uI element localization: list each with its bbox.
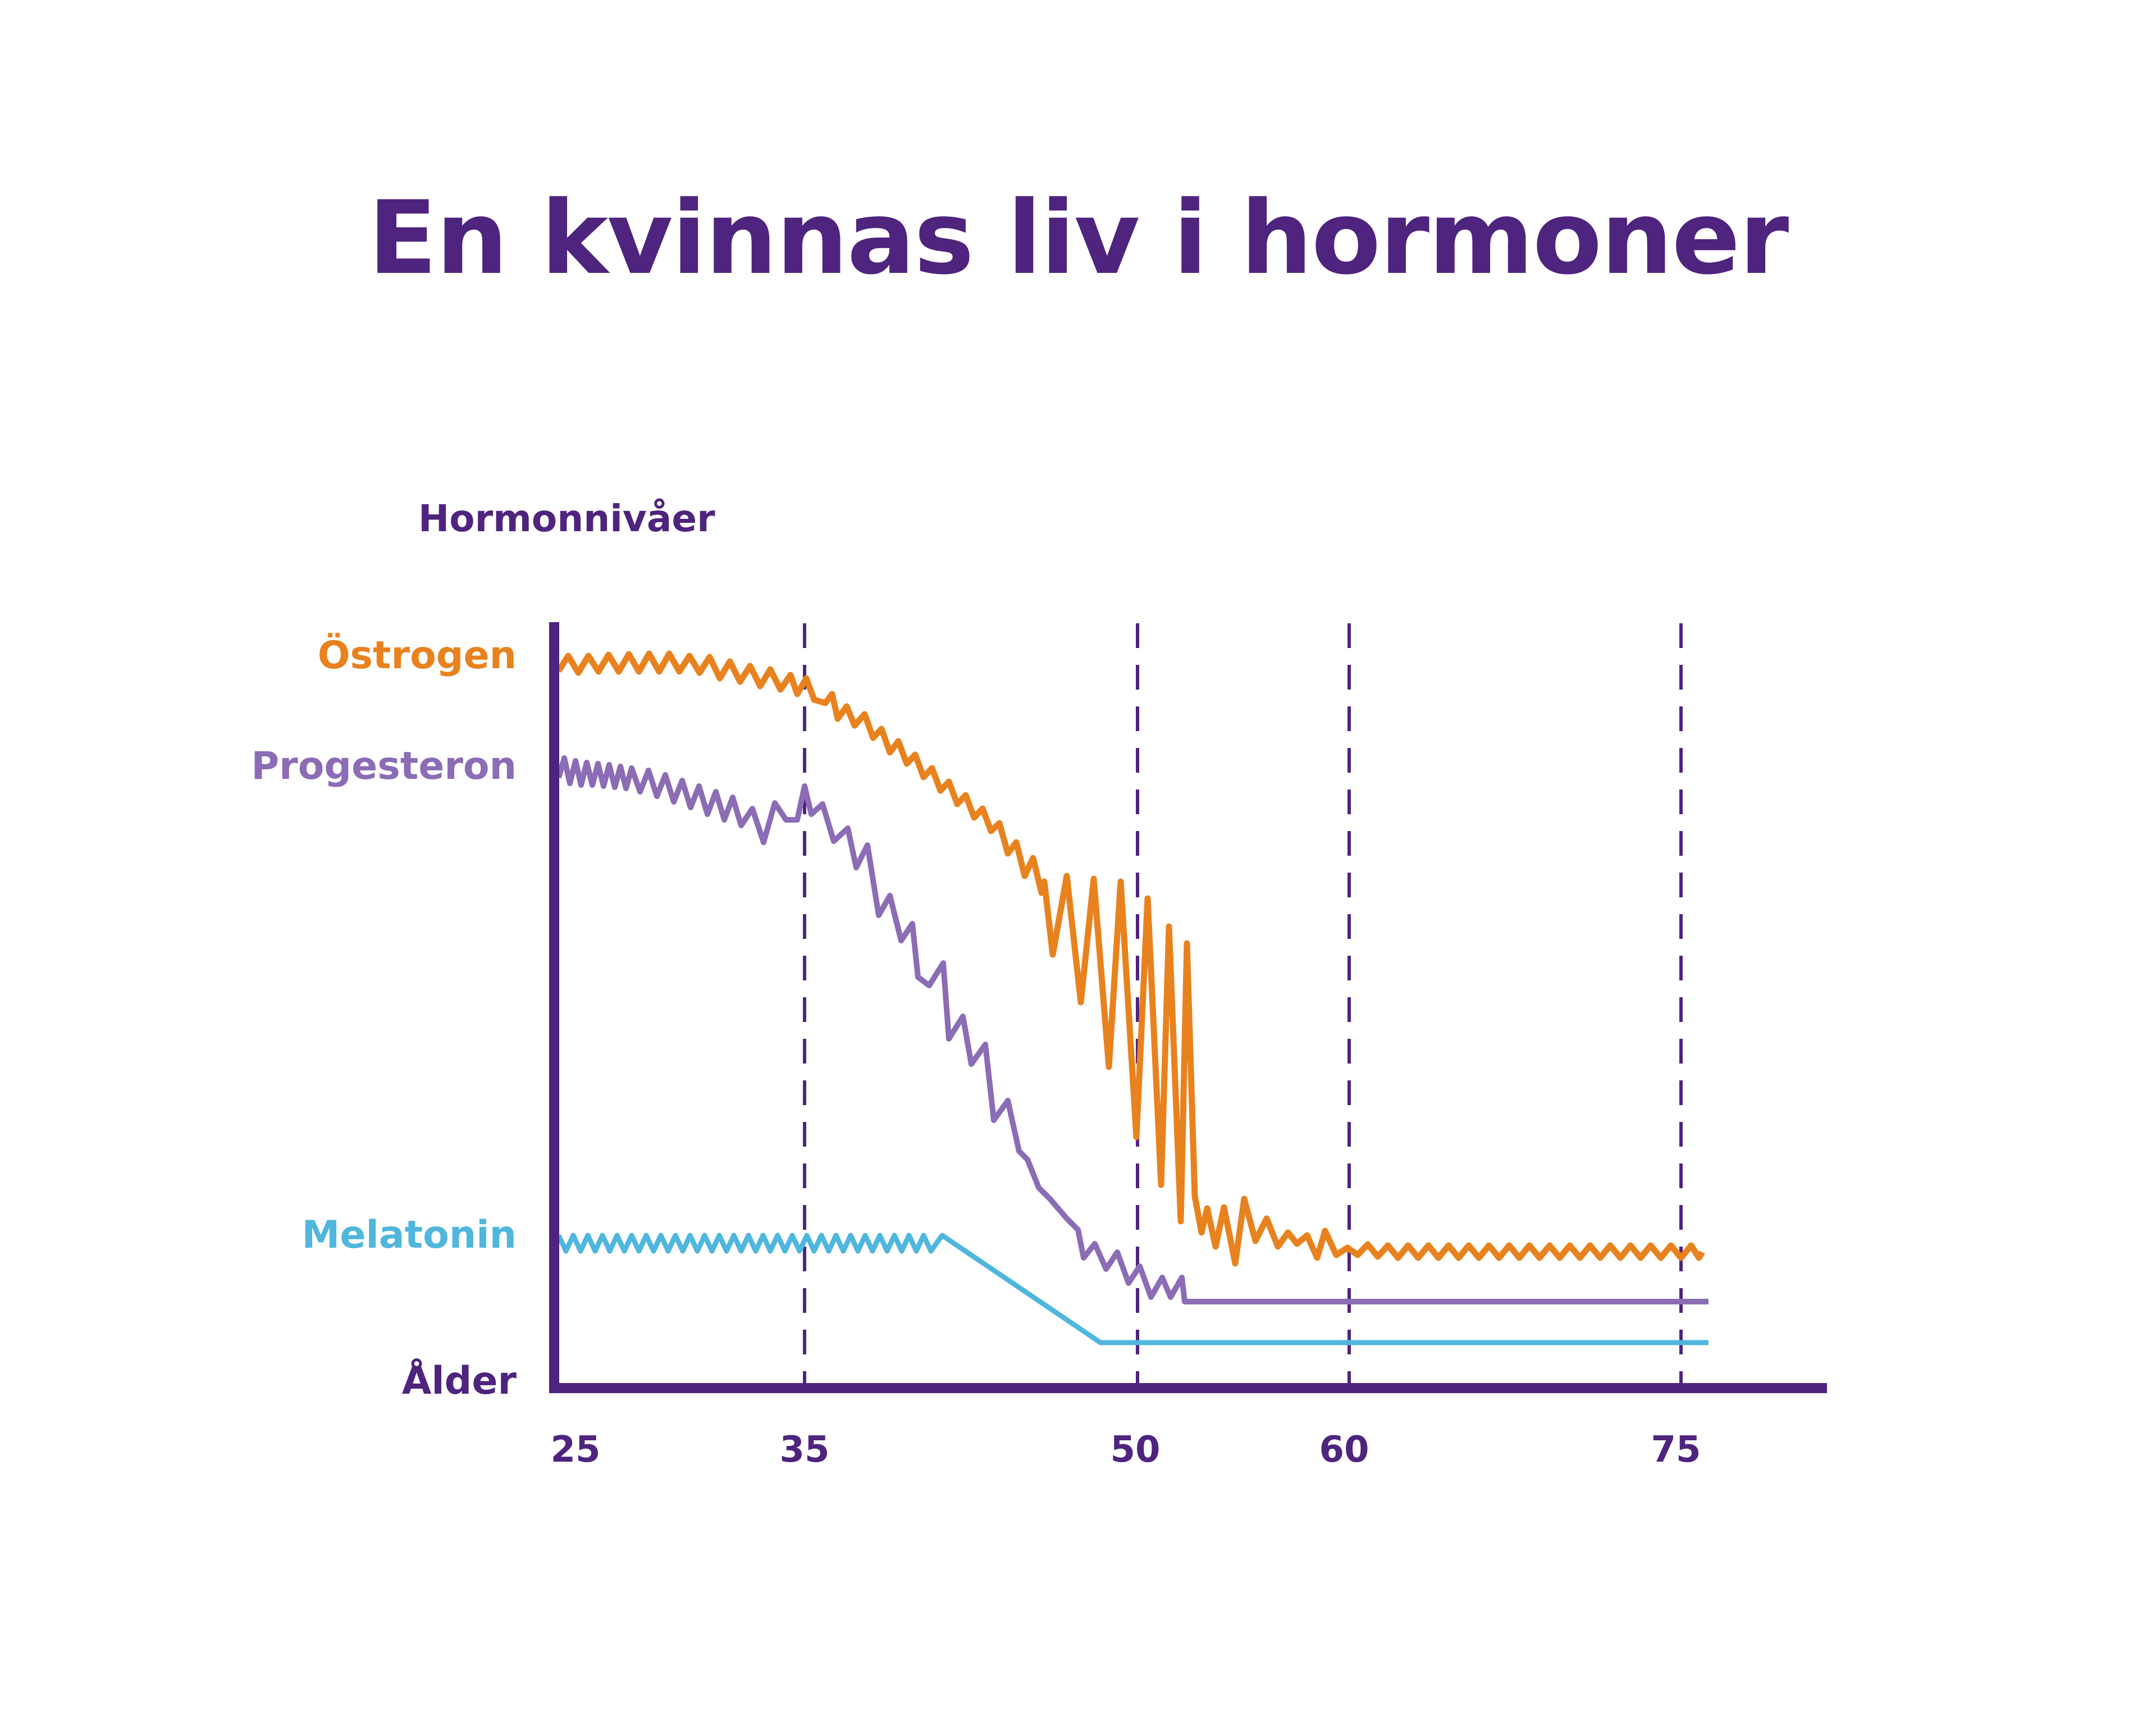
- x-tick-25: 25: [550, 1429, 601, 1471]
- chart-title: En kvinnas liv i hormoner: [368, 180, 1789, 297]
- melatonin-line: [556, 1233, 1709, 1345]
- legend-estrogen: Östrogen: [317, 633, 517, 678]
- x-tick-35: 35: [779, 1429, 830, 1471]
- x-axis-label: Ålder: [401, 1359, 517, 1403]
- y-axis-label: Hormonnivåer: [418, 497, 715, 540]
- x-tick-75: 75: [1651, 1429, 1701, 1471]
- estrogen-line: [556, 650, 1705, 1267]
- x-tick-60: 60: [1319, 1429, 1369, 1471]
- dashed-gridlines: [803, 623, 1683, 1387]
- x-tick-50: 50: [1110, 1429, 1161, 1471]
- legend-progesterone: Progesteron: [251, 744, 517, 788]
- legend-melatonin: Melatonin: [302, 1213, 517, 1257]
- progesterone-line: [556, 755, 1709, 1304]
